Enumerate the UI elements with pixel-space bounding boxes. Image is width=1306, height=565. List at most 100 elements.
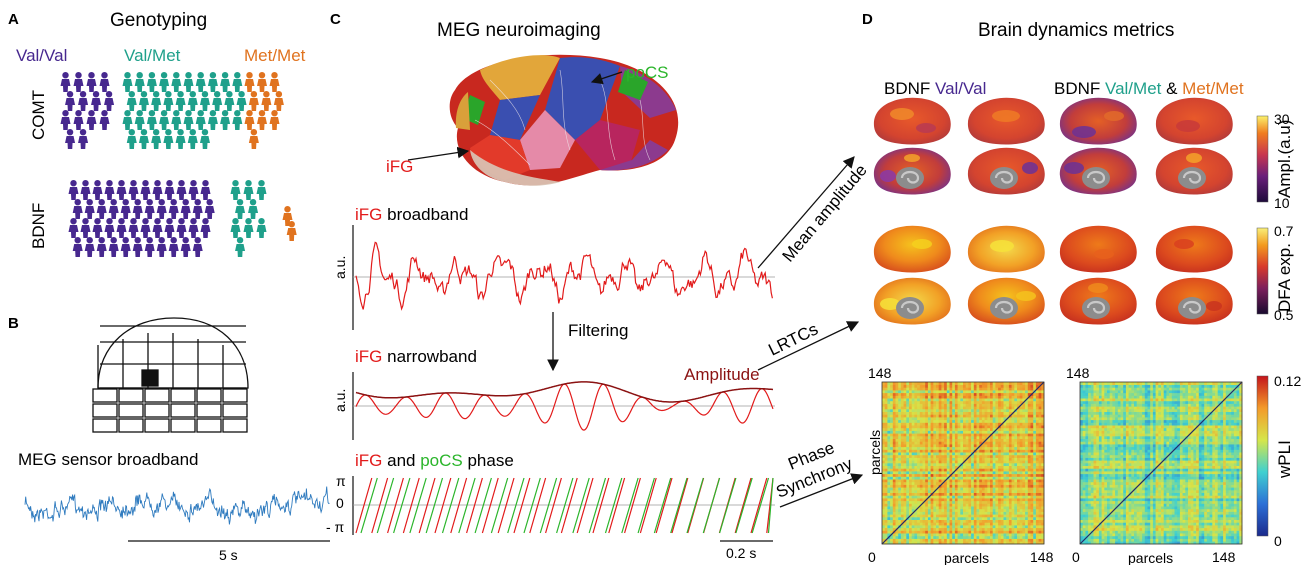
person-icon xyxy=(256,180,267,200)
person-icon xyxy=(120,199,131,219)
person-icon xyxy=(248,91,259,111)
matrix2-y-max: 148 xyxy=(1066,365,1090,381)
person-icon xyxy=(108,237,119,257)
phase-neg-pi-label: - π xyxy=(326,519,345,535)
brain-surface xyxy=(1059,277,1137,325)
panel-a: A Genotyping Val/Val Val/Met Met/Met COM… xyxy=(8,10,306,257)
person-icon xyxy=(146,72,157,92)
panel-d-letter: D xyxy=(862,11,873,28)
matrix2-xlabel: parcels xyxy=(1128,550,1173,565)
person-icon xyxy=(151,129,162,149)
matrix1-x-max: 148 xyxy=(1030,549,1054,565)
lrtc-arrow xyxy=(757,321,860,371)
matrix1-ylabel: parcels xyxy=(867,430,883,475)
pocs-label: poCS xyxy=(626,63,669,82)
col-label-valval: Val/Val xyxy=(16,46,67,65)
person-icon xyxy=(126,91,137,111)
brain-surface xyxy=(967,147,1045,195)
person-icon xyxy=(163,91,174,111)
person-icon xyxy=(60,110,71,130)
person-icon xyxy=(132,199,143,219)
person-icon xyxy=(248,199,259,219)
person-icon xyxy=(72,237,83,257)
meg-sensor-trace xyxy=(24,486,330,525)
person-icon xyxy=(92,180,103,200)
wpli-cbar-min: 0 xyxy=(1274,533,1282,549)
brain-surface xyxy=(873,147,951,195)
matrix2-x-max: 148 xyxy=(1212,549,1236,565)
person-icon xyxy=(116,218,127,238)
person-icon xyxy=(243,180,254,200)
person-icon xyxy=(122,72,133,92)
panel-c-title: MEG neuroimaging xyxy=(437,20,601,41)
person-icon xyxy=(207,110,218,130)
person-icon xyxy=(176,218,187,238)
person-icon xyxy=(122,110,133,130)
person-icon xyxy=(183,72,194,92)
person-icon xyxy=(235,199,246,219)
person-icon xyxy=(68,180,79,200)
person-icon xyxy=(140,218,151,238)
person-icon xyxy=(204,199,215,219)
person-icon xyxy=(96,237,107,257)
person-icon xyxy=(78,129,89,149)
group-label-valmet-metmet: BDNF Val/Met & Met/Met xyxy=(1054,79,1244,98)
phase-title: iFG and poCS phase xyxy=(355,451,514,470)
person-icon xyxy=(269,72,280,92)
person-icon xyxy=(138,129,149,149)
person-icon xyxy=(261,91,272,111)
person-icon xyxy=(134,110,145,130)
person-icon xyxy=(65,91,76,111)
person-icon xyxy=(180,237,191,257)
person-icon xyxy=(104,180,115,200)
person-icon xyxy=(96,199,107,219)
phase-scale-label: 0.2 s xyxy=(726,545,756,561)
panel-a-title: Genotyping xyxy=(110,10,207,31)
brain-surface xyxy=(1059,97,1137,145)
matrix2-origin: 0 xyxy=(1072,549,1080,565)
brain-surface xyxy=(1059,147,1137,195)
phase-zero-label: 0 xyxy=(336,495,344,511)
broadband-title: iFG broadband xyxy=(355,205,468,224)
person-icon xyxy=(188,218,199,238)
amplitude-cbar-label: Ampl.(a.u) xyxy=(1275,120,1294,198)
mean-amplitude-label: Mean amplitude xyxy=(779,161,871,266)
person-icon xyxy=(232,72,243,92)
person-icon xyxy=(140,180,151,200)
person-icon xyxy=(248,129,259,149)
phase-pi-label: π xyxy=(336,473,346,489)
matrix1-xlabel: parcels xyxy=(944,550,989,565)
person-icon-grid xyxy=(60,72,297,257)
person-icon xyxy=(104,218,115,238)
person-icon xyxy=(84,237,95,257)
broadband-trace xyxy=(355,241,773,311)
person-icon xyxy=(244,72,255,92)
wpli-matrix-valmet-metmet xyxy=(1079,381,1243,545)
brain-surface xyxy=(1059,225,1137,273)
person-icon xyxy=(132,237,143,257)
dfa-cbar-max: 0.7 xyxy=(1274,223,1294,239)
person-icon xyxy=(156,237,167,257)
person-icon xyxy=(65,129,76,149)
person-icon xyxy=(108,199,119,219)
narrowband-title: iFG narrowband xyxy=(355,347,477,366)
person-icon xyxy=(195,110,206,130)
ifg-arrow xyxy=(407,146,470,161)
person-icon xyxy=(168,199,179,219)
narrowband-trace xyxy=(355,383,774,431)
person-icon xyxy=(99,72,110,92)
person-icon xyxy=(99,110,110,130)
person-icon xyxy=(257,110,267,130)
person-icon xyxy=(220,72,231,92)
person-icon xyxy=(73,110,84,130)
dfa-cbar-min: 0.5 xyxy=(1274,307,1294,323)
person-icon xyxy=(92,218,103,238)
group-label-valval: BDNF Val/Val xyxy=(884,79,986,98)
person-icon xyxy=(78,91,89,111)
ifg-label: iFG xyxy=(386,157,413,176)
person-icon xyxy=(199,91,210,111)
dfa-colorbar xyxy=(1256,227,1269,315)
person-icon xyxy=(176,180,187,200)
brain-surface xyxy=(873,97,951,145)
